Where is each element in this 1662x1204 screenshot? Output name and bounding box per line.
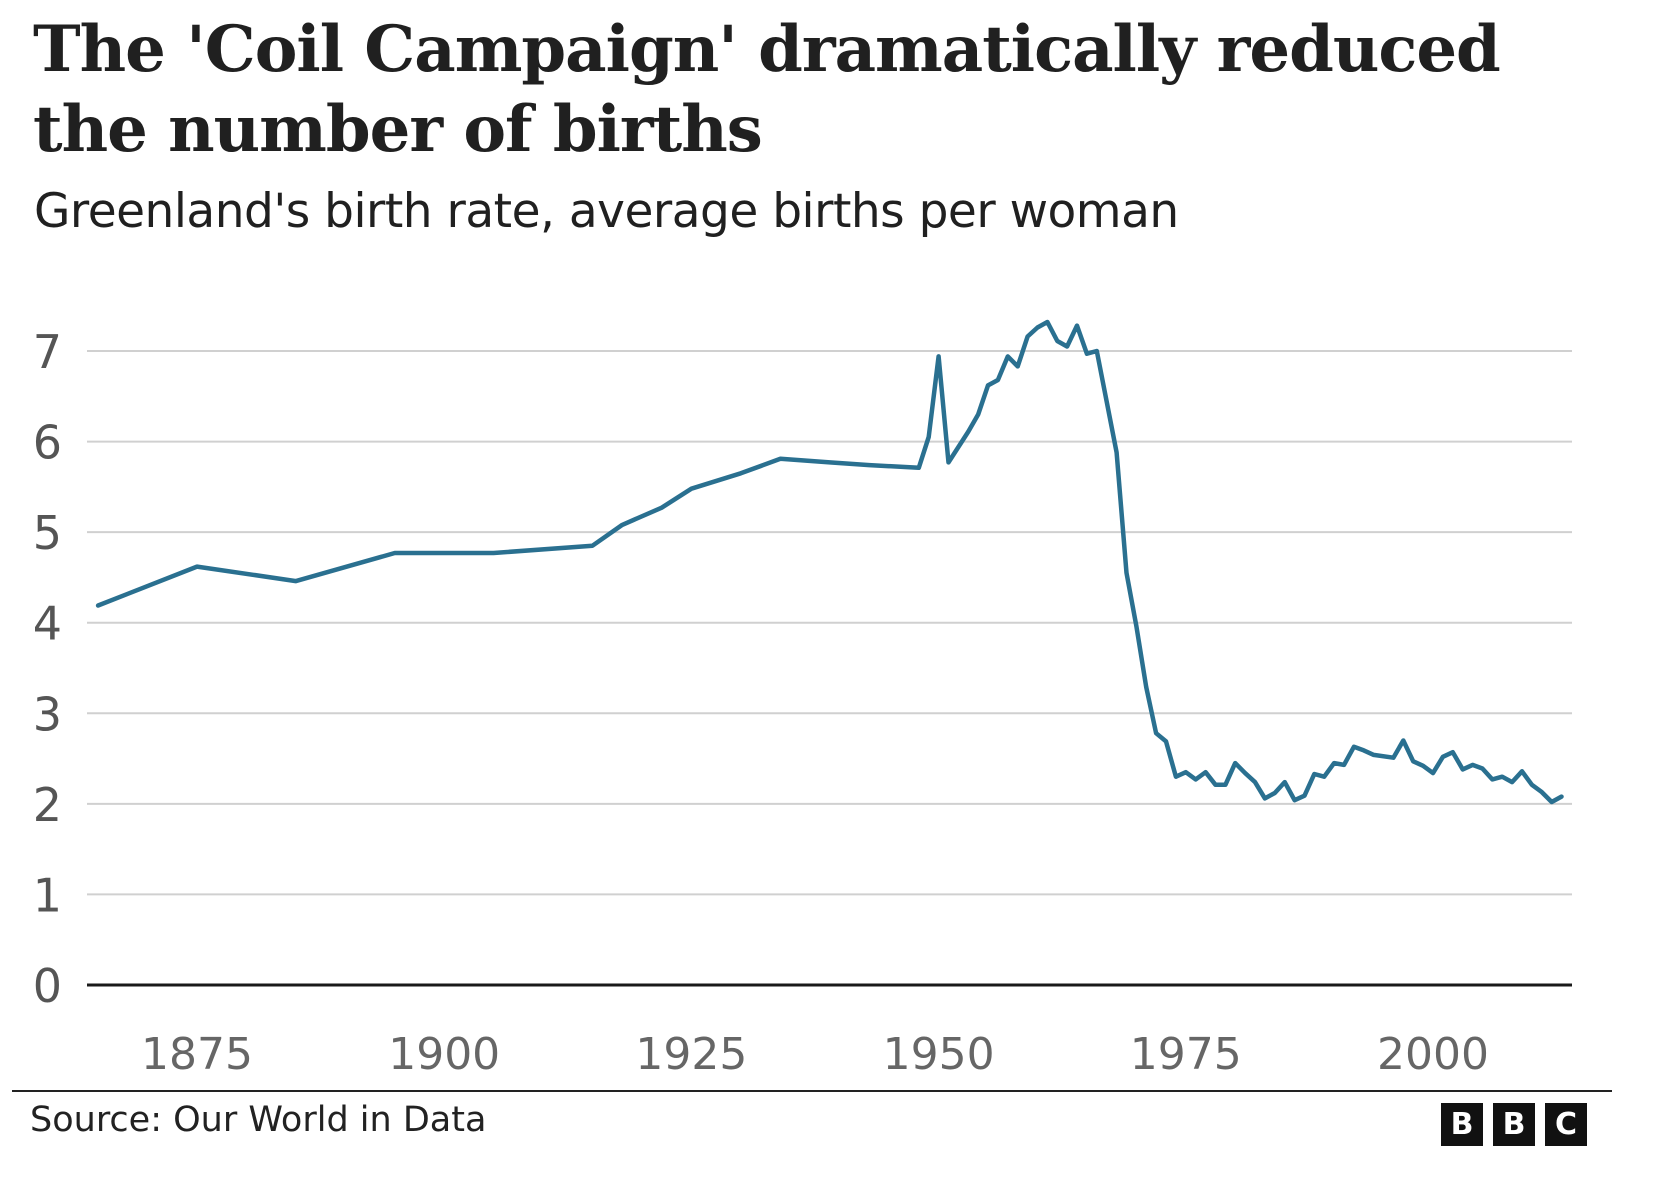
x-tick-label: 1875 (141, 1029, 253, 1080)
source-note: Source: Our World in Data (30, 1100, 487, 1140)
x-tick-label: 1900 (388, 1029, 500, 1080)
x-axis-ticks: 1875 1900 1925 1950 1975 2000 (141, 1029, 1489, 1080)
bbc-logo-letter: B (1493, 1103, 1535, 1146)
x-tick-label: 1975 (1130, 1029, 1242, 1080)
gridlines (87, 350, 1572, 896)
bbc-logo: B B C (1441, 1103, 1587, 1146)
x-tick-label: 1950 (883, 1029, 995, 1080)
y-tick-label: 3 (33, 687, 62, 741)
y-tick-label: 5 (33, 506, 62, 560)
bbc-logo-letter: C (1545, 1103, 1587, 1146)
chart-subtitle: Greenland's birth rate, average births p… (34, 184, 1179, 239)
data-points (98, 322, 1562, 802)
bbc-logo-letter: B (1441, 1103, 1483, 1146)
y-tick-label: 7 (33, 325, 62, 379)
y-tick-label: 6 (33, 416, 62, 470)
x-tick-label: 1925 (635, 1029, 747, 1080)
y-tick-label: 1 (33, 868, 62, 922)
x-tick-label: 2000 (1377, 1029, 1489, 1080)
chart-title: The 'Coil Campaign' dramatically reduced… (33, 12, 1501, 167)
footer-divider (12, 1090, 1612, 1092)
series-line-birth-rate (95, 319, 1564, 805)
y-tick-label: 0 (33, 959, 62, 1013)
y-axis-ticks: 0 1 2 3 4 5 6 7 (33, 325, 62, 1013)
y-tick-label: 4 (33, 597, 62, 651)
y-tick-label: 2 (33, 778, 62, 832)
